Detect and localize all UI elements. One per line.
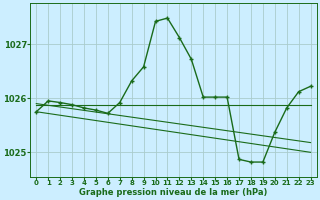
X-axis label: Graphe pression niveau de la mer (hPa): Graphe pression niveau de la mer (hPa): [79, 188, 268, 197]
